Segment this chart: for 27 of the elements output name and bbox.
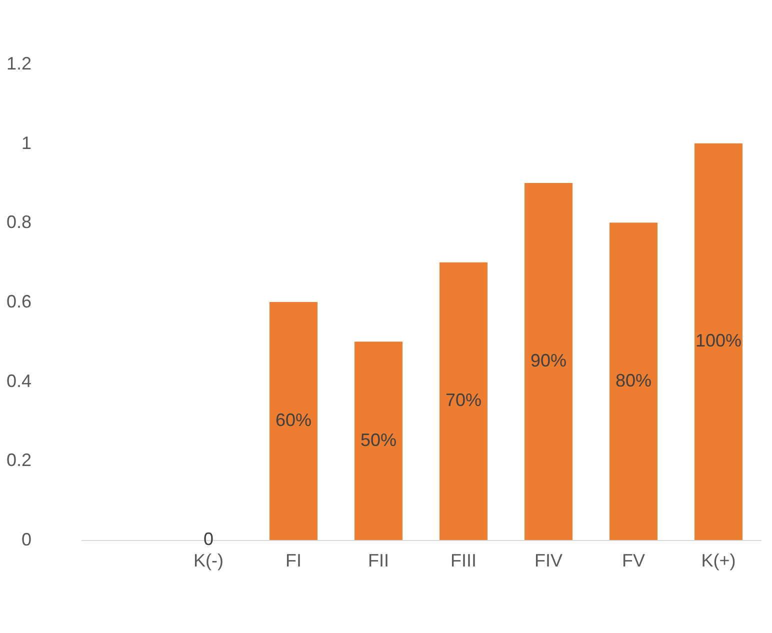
x-tick-label: K(+) xyxy=(701,550,736,570)
y-tick-label: 0.4 xyxy=(6,370,32,391)
x-tick-label: K(-) xyxy=(194,550,224,570)
y-tick-label: 0 xyxy=(21,530,32,550)
text: 90% xyxy=(530,350,567,370)
y-tick-label: 1.2 xyxy=(6,54,32,74)
text: 0 xyxy=(203,529,214,549)
x-tick-label: FV xyxy=(622,550,646,570)
bar xyxy=(694,143,742,540)
bar xyxy=(440,262,488,540)
bar xyxy=(610,222,658,540)
y-tick-label: 0.6 xyxy=(6,292,32,312)
y-tick-label: 1 xyxy=(21,132,32,153)
text: 60% xyxy=(275,410,312,430)
text: 80% xyxy=(615,370,652,390)
bar xyxy=(270,302,318,540)
x-tick-label: FI xyxy=(286,550,302,570)
text: 70% xyxy=(445,390,482,410)
y-tick-label: 0.2 xyxy=(6,450,32,470)
x-tick-label: FII xyxy=(368,550,389,570)
text: 50% xyxy=(360,430,397,450)
x-tick-label: FIII xyxy=(450,550,476,570)
text: 100% xyxy=(695,330,742,351)
y-tick-label: 0.8 xyxy=(6,212,32,232)
x-tick-label: FIV xyxy=(534,550,563,570)
bar xyxy=(354,342,402,540)
bar xyxy=(524,183,572,540)
